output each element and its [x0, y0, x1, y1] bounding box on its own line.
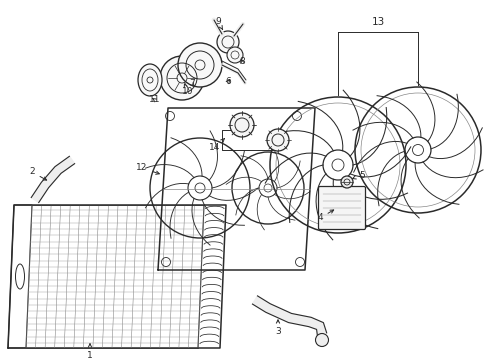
Text: 2: 2	[29, 167, 47, 180]
Text: 5: 5	[353, 171, 365, 180]
Polygon shape	[252, 296, 327, 335]
Text: 7: 7	[189, 80, 195, 89]
Circle shape	[227, 47, 243, 63]
Circle shape	[316, 333, 328, 346]
Text: 6: 6	[225, 77, 231, 86]
Text: 9: 9	[215, 18, 222, 30]
Text: 8: 8	[239, 58, 245, 67]
Circle shape	[341, 176, 353, 188]
Circle shape	[230, 113, 254, 137]
Text: 11: 11	[149, 95, 161, 104]
Polygon shape	[31, 156, 74, 202]
Text: 13: 13	[371, 17, 385, 27]
Circle shape	[267, 129, 289, 151]
Text: 1: 1	[87, 344, 93, 360]
Text: 10: 10	[182, 84, 194, 96]
FancyBboxPatch shape	[318, 186, 366, 230]
Text: 4: 4	[317, 210, 334, 222]
Circle shape	[160, 56, 204, 100]
Circle shape	[178, 43, 222, 87]
Text: 14: 14	[209, 139, 224, 153]
Text: 12: 12	[136, 163, 159, 174]
Circle shape	[217, 31, 239, 53]
Text: 3: 3	[275, 320, 281, 337]
Ellipse shape	[138, 64, 162, 96]
